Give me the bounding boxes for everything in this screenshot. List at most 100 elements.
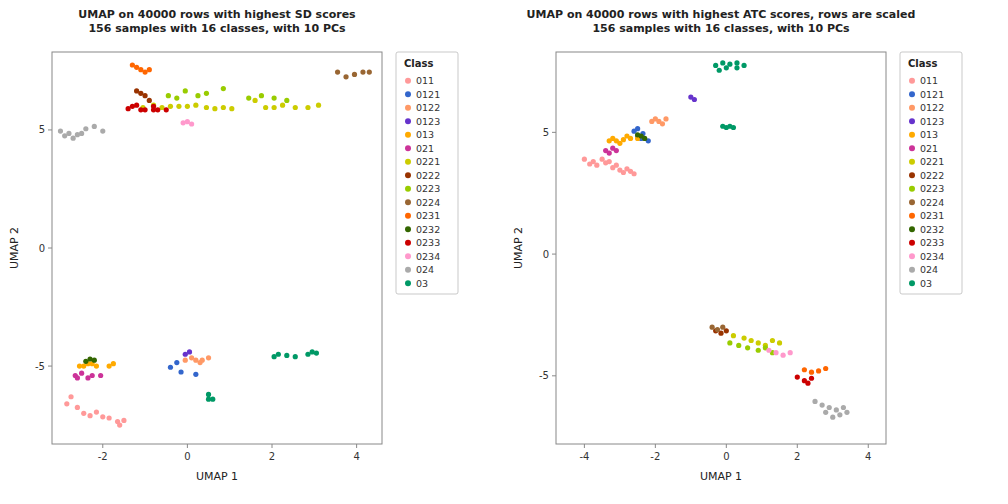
legend-marker [909, 91, 915, 97]
legend-title: Class [908, 58, 937, 69]
scatter-point [582, 157, 587, 162]
legend-marker [405, 199, 411, 205]
legend-entry: 0122 [416, 102, 440, 113]
legend-entry: 0231 [416, 210, 440, 221]
x-tick-label: 4 [865, 451, 871, 462]
legend-marker [909, 226, 915, 232]
scatter-point [107, 363, 112, 368]
legend-marker [909, 267, 915, 273]
scatter-point [731, 333, 736, 338]
scatter-point [176, 104, 181, 109]
legend-entry: 0231 [920, 210, 944, 221]
plot-frame [556, 52, 886, 444]
legend-marker [405, 91, 411, 97]
scatter-point [181, 120, 186, 125]
scatter-point [185, 104, 190, 109]
y-tick-label: 0 [543, 249, 549, 260]
scatter-point [92, 124, 97, 129]
legend-box [900, 52, 962, 294]
scatter-point [147, 67, 152, 72]
scatter-point [844, 410, 849, 415]
scatter-point [168, 365, 173, 370]
y-axis-label: UMAP 2 [512, 227, 525, 269]
x-tick [356, 444, 357, 448]
legend-entry: 011 [416, 75, 434, 86]
legend-marker [909, 199, 915, 205]
x-tick-label: 0 [184, 451, 190, 462]
scatter-point [715, 327, 720, 332]
legend-marker [405, 78, 411, 84]
legend: Class01101210122012301302102210222022302… [900, 52, 962, 294]
x-tick-label: 4 [353, 451, 359, 462]
legend-entry: 013 [920, 129, 938, 140]
scatter-point [335, 69, 340, 74]
scatter-point [734, 65, 739, 70]
scatter-point [795, 374, 800, 379]
scatter-point [316, 103, 321, 108]
legend-entry: 011 [920, 75, 938, 86]
y-tick [48, 129, 52, 130]
scatter-point [823, 366, 828, 371]
scatter-point [805, 381, 810, 386]
figure: UMAP on 40000 rows with highest SD score… [0, 0, 1008, 504]
legend-entry: 03 [920, 278, 932, 289]
scatter-point [284, 353, 289, 358]
scatter-point [352, 72, 357, 77]
legend-marker [405, 118, 411, 124]
scatter-point [314, 350, 319, 355]
legend-entry: 0121 [416, 89, 440, 100]
legend-entry: 024 [416, 264, 434, 275]
scatter-point [272, 95, 277, 100]
scatter-point [66, 131, 71, 136]
points-group [58, 62, 372, 427]
scatter-point [100, 414, 105, 419]
scatter-point [756, 340, 761, 345]
x-tick [655, 444, 656, 448]
legend-marker [909, 172, 915, 178]
scatter-point [614, 163, 619, 168]
y-tick-label: -5 [539, 370, 549, 381]
scatter-point [178, 369, 183, 374]
scatter-point [174, 360, 179, 365]
legend-entry: 0121 [920, 89, 944, 100]
title-line: UMAP on 40000 rows with highest SD score… [78, 8, 356, 21]
scatter-point [142, 107, 147, 112]
scatter-point [642, 136, 647, 141]
scatter-point [206, 392, 211, 397]
scatter-point [221, 105, 226, 110]
legend-entry: 0233 [416, 237, 440, 248]
legend-entry: 0234 [920, 251, 944, 262]
x-tick [797, 444, 798, 448]
legend-entry: 0223 [416, 183, 440, 194]
legend-marker [405, 240, 411, 246]
legend-entry: 0122 [920, 102, 944, 113]
scatter-point [197, 360, 202, 365]
scatter-point [734, 60, 739, 65]
legend-entry: 021 [416, 143, 434, 154]
scatter-point [75, 375, 80, 380]
scatter-point [773, 350, 778, 355]
legend-entry: 0123 [920, 116, 944, 127]
scatter-point [134, 103, 139, 108]
scatter-point [204, 105, 209, 110]
x-tick-label: 2 [269, 451, 275, 462]
scatter-point [777, 340, 782, 345]
scatter-point [134, 88, 139, 93]
legend-entry: 0221 [416, 156, 440, 167]
scatter-point [263, 105, 268, 110]
scatter-point [731, 125, 736, 130]
y-axis-label: UMAP 2 [8, 227, 21, 269]
scatter-point [98, 373, 103, 378]
scatter-point [631, 171, 636, 176]
scatter-point [724, 65, 729, 70]
scatter-point [780, 353, 785, 358]
scatter-point [187, 349, 192, 354]
scatter-point [594, 163, 599, 168]
legend-marker [909, 118, 915, 124]
scatter-point [272, 105, 277, 110]
scatter-point [90, 373, 95, 378]
scatter-point [100, 129, 105, 134]
scatter-point [607, 150, 612, 155]
scatter-point [94, 363, 99, 368]
legend-entry: 021 [920, 143, 938, 154]
